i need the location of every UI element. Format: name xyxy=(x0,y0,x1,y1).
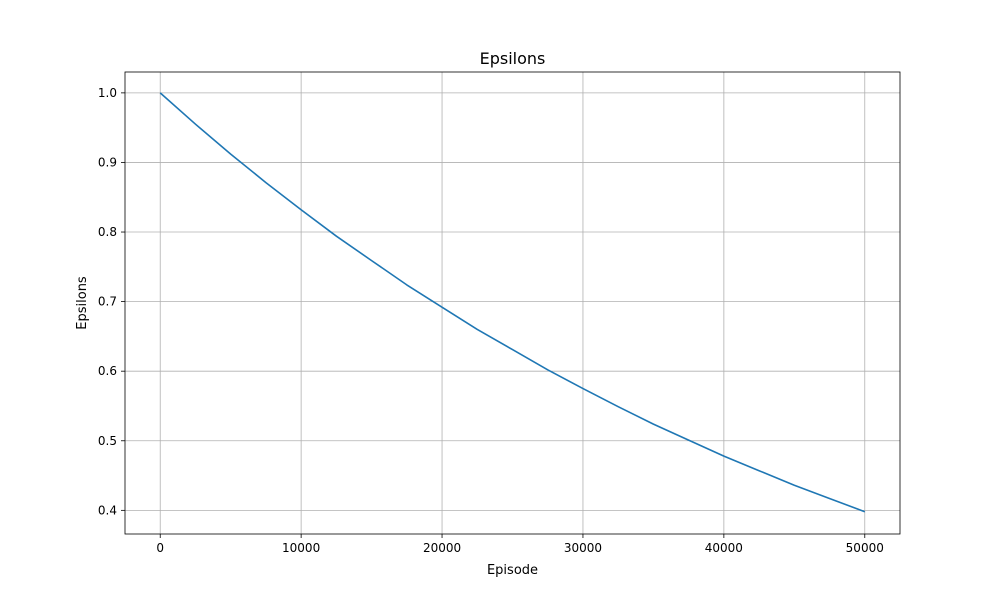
y-tick-label: 0.8 xyxy=(98,225,117,239)
y-axis-label: Epsilons xyxy=(75,276,90,330)
tick-layer: 0 10000 20000 30000 40000 50000 0.4 0.5 0.6 0.7 0.… xyxy=(98,86,884,555)
x-tick-label: 40000 xyxy=(705,541,743,555)
y-tick-label: 0.9 xyxy=(98,155,117,169)
x-tick-label: 20000 xyxy=(423,541,461,555)
x-tick-label: 50000 xyxy=(846,541,884,555)
x-tick-label: 0 xyxy=(156,541,164,555)
y-tick-label: 0.5 xyxy=(98,434,117,448)
x-tick-label: 10000 xyxy=(282,541,320,555)
chart-title: Epsilons xyxy=(480,49,546,68)
y-tick-label: 0.7 xyxy=(98,295,117,309)
y-tick-label: 0.4 xyxy=(98,503,117,517)
grid-lines xyxy=(125,72,900,534)
x-axis-label: Episode xyxy=(487,563,538,578)
series-layer xyxy=(159,92,866,513)
plot-frame xyxy=(124,71,901,535)
y-tick-label: 1.0 xyxy=(98,86,117,100)
y-tick-label: 0.6 xyxy=(98,364,117,378)
series-line xyxy=(159,92,866,513)
x-tick-label: 30000 xyxy=(564,541,602,555)
